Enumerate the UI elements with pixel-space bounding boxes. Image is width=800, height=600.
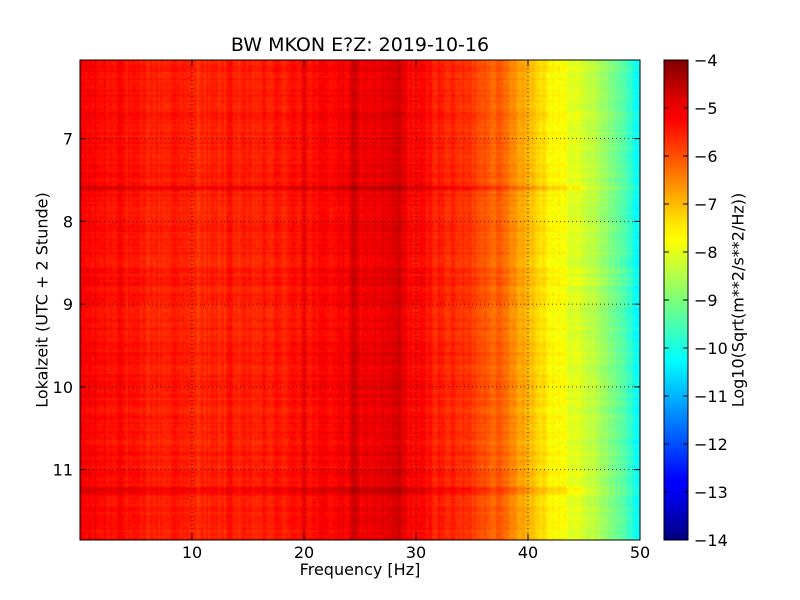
colorbar-tick-label: −7 — [694, 195, 718, 214]
spectrogram-heatmap — [80, 60, 640, 540]
y-tick-label: 9 — [63, 295, 73, 314]
x-tick-label: 10 — [182, 543, 202, 562]
colorbar-tick-label: −14 — [694, 531, 728, 550]
chart-title: BW MKON E?Z: 2019-10-16 — [230, 34, 490, 56]
colorbar-tick-label: −8 — [694, 243, 718, 262]
colorbar-tick-label: −4 — [694, 51, 718, 70]
y-axis-label: Lokalzeit (UTC + 2 Stunde) — [32, 192, 52, 408]
colorbar-tick-label: −9 — [694, 291, 718, 310]
y-tick-label: 7 — [63, 130, 73, 149]
x-tick-label: 20 — [294, 543, 314, 562]
x-axis-ticks: 10 20 30 40 50 — [182, 60, 650, 562]
y-tick-label: 11 — [53, 461, 73, 480]
colorbar-tick-label: −13 — [694, 483, 728, 502]
y-tick-label: 10 — [53, 378, 73, 397]
y-tick-label: 8 — [63, 212, 73, 231]
x-tick-label: 30 — [406, 543, 426, 562]
x-tick-label: 40 — [518, 543, 538, 562]
colorbar-ticks: −4 −5 −6 −7 −8 −9 −10 −11 −12 −13 −14 — [664, 51, 728, 550]
colorbar-tick-label: −10 — [694, 339, 728, 358]
y-axis-ticks: 7 8 9 10 11 — [53, 130, 640, 480]
colorbar-tick-label: −5 — [694, 99, 718, 118]
colorbar-label: Log10(Sqrt(m**2/s**2/Hz)) — [728, 192, 748, 408]
colorbar-tick-label: −6 — [694, 147, 718, 166]
colorbar-tick-label: −12 — [694, 435, 728, 454]
plot-frame — [79, 59, 641, 541]
colorbar-tick-label: −11 — [694, 387, 728, 406]
x-tick-label: 50 — [630, 543, 650, 562]
x-axis-label: Frequency [Hz] — [299, 560, 421, 579]
